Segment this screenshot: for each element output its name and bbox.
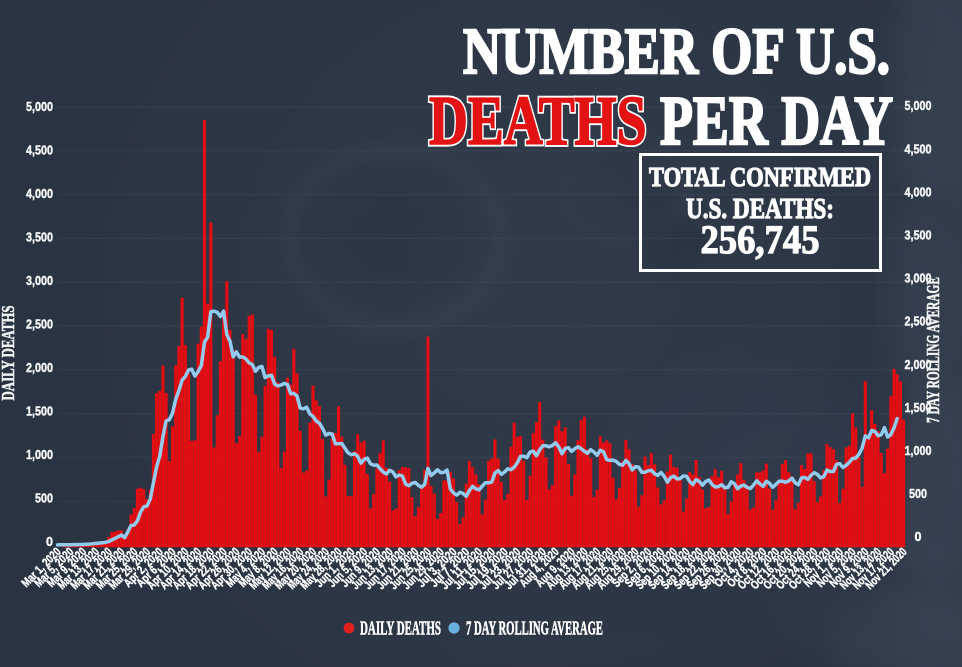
svg-text:DAILY DEATHS: DAILY DEATHS	[360, 619, 441, 640]
svg-text:0: 0	[46, 534, 53, 549]
svg-text:U.S. DEATHS:: U.S. DEATHS:	[686, 193, 834, 225]
svg-text:1,000: 1,000	[905, 443, 932, 458]
svg-text:7 DAY ROLLING AVERAGE: 7 DAY ROLLING AVERAGE	[466, 619, 603, 640]
svg-text:3,500: 3,500	[26, 230, 53, 245]
svg-text:500: 500	[909, 486, 927, 501]
svg-text:1,000: 1,000	[26, 447, 53, 462]
svg-text:4,000: 4,000	[905, 184, 932, 199]
svg-text:3,000: 3,000	[905, 271, 932, 286]
svg-text:7 DAY ROLLING AVERAGE: 7 DAY ROLLING AVERAGE	[923, 277, 943, 423]
svg-text:256,745: 256,745	[701, 217, 820, 262]
svg-text:4,000: 4,000	[26, 186, 53, 201]
svg-text:0: 0	[915, 529, 922, 544]
svg-text:DEATHS PER DAY: DEATHS PER DAY	[429, 83, 893, 160]
svg-text:5,000: 5,000	[26, 99, 53, 114]
svg-text:3,500: 3,500	[905, 228, 932, 243]
svg-text:2,500: 2,500	[26, 317, 53, 332]
svg-text:1,500: 1,500	[905, 400, 932, 415]
svg-text:1,500: 1,500	[26, 404, 53, 419]
svg-text:TOTAL CONFIRMED: TOTAL CONFIRMED	[649, 162, 871, 192]
svg-text:NUMBER OF U.S.: NUMBER OF U.S.	[463, 15, 890, 88]
svg-text:4,500: 4,500	[905, 141, 932, 156]
svg-text:4,500: 4,500	[26, 143, 53, 158]
svg-text:2,000: 2,000	[26, 360, 53, 375]
svg-text:DAILY DEATHS: DAILY DEATHS	[0, 306, 18, 401]
svg-text:3,000: 3,000	[26, 273, 53, 288]
svg-text:5,000: 5,000	[905, 98, 932, 113]
svg-text:DEATHS PER DAY: DEATHS PER DAY	[429, 83, 893, 160]
svg-text:2,000: 2,000	[905, 357, 932, 372]
svg-text:500: 500	[35, 491, 53, 506]
svg-text:2,500: 2,500	[905, 314, 932, 329]
